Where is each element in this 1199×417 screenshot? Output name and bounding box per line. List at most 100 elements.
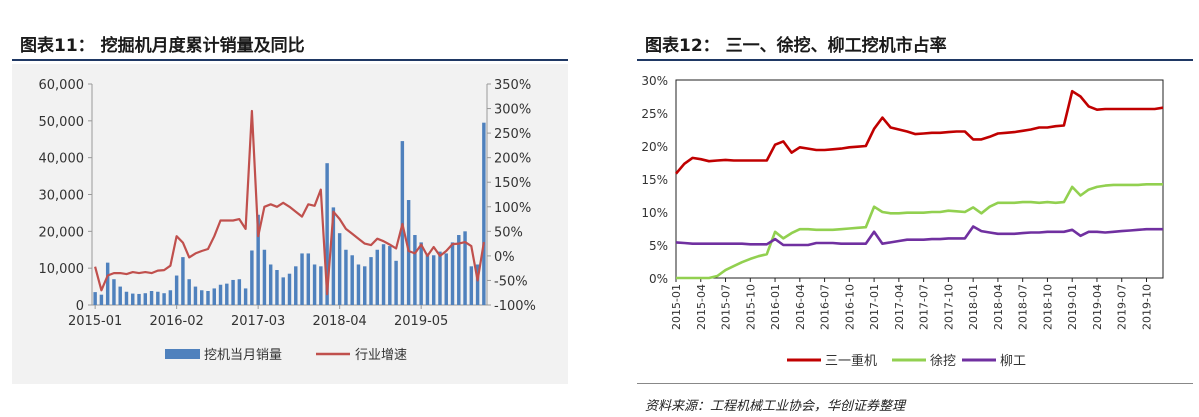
x-tick-label: 2016-10 [843, 284, 856, 330]
sales-bar [457, 235, 461, 305]
sales-bar [275, 270, 279, 305]
sales-bar [319, 266, 323, 305]
x-tick-label: 2016-07 [819, 284, 832, 330]
right-y-tick-label: 100% [494, 201, 531, 216]
sales-bar [181, 257, 185, 305]
legend-swatch-sales [165, 349, 200, 359]
right-y-tick-label: 0% [494, 250, 515, 265]
sales-bar [231, 279, 235, 305]
sales-bar [206, 291, 210, 305]
xcmg-share-line [676, 183, 1163, 280]
right-y-tick-label: 150% [494, 176, 531, 191]
x-tick-label: 2015-07 [720, 284, 733, 330]
sales-bar [375, 249, 380, 305]
sales-bar [162, 293, 166, 305]
left-title-rule [12, 59, 568, 61]
sales-bar [174, 275, 179, 305]
x-tick-label: 2019-04 [1091, 284, 1104, 330]
left-y-tick-label: 40,000 [39, 152, 85, 167]
x-tick-label: 2016-01 [769, 284, 782, 330]
x-tick-label: 2018-10 [1041, 284, 1054, 330]
source-note: 资料来源：工程机械工业协会，华创证券整理 [645, 399, 906, 414]
y-tick-label: 15% [641, 173, 668, 187]
sales-bar [193, 286, 198, 305]
right-y-tick-label: 200% [494, 152, 531, 167]
sales-bar [294, 266, 298, 305]
growth-line [94, 109, 485, 296]
legend-liugong-label: 柳工 [1000, 354, 1026, 369]
left-y-tick-label: 60,000 [39, 78, 85, 93]
sales-bar [268, 264, 273, 305]
right-y-tick-label: 250% [494, 127, 531, 142]
right-y-tick-label: -100% [494, 299, 536, 314]
right-chart-title: 图表12： 三一、徐挖、柳工挖机市占率 [645, 36, 947, 56]
x-tick-label: 2019-05 [394, 314, 448, 329]
sales-bar [243, 288, 248, 305]
left-y-tick-label: 30,000 [39, 189, 85, 204]
plot-frame [675, 79, 1164, 279]
sales-bar [118, 286, 122, 305]
x-tick-label: 2017-03 [231, 314, 285, 329]
x-tick-label: 2017-01 [868, 284, 881, 330]
x-tick-label: 2016-04 [794, 284, 807, 330]
sales-bar [475, 264, 480, 305]
sales-bar [137, 293, 141, 305]
x-tick-label: 2018-01 [967, 284, 980, 330]
liugong-share-line [675, 225, 1163, 247]
sales-bar [131, 293, 135, 305]
x-tick-label: 2019-07 [1116, 284, 1129, 330]
sales-bar [312, 264, 317, 305]
y-tick-label: 5% [649, 239, 668, 253]
sales-bar [356, 264, 361, 305]
sales-bar [300, 253, 304, 305]
x-tick-label: 2015-10 [744, 284, 757, 330]
sales-bar [93, 292, 97, 305]
right-y-tick-label: -50% [494, 274, 528, 289]
sales-bar [369, 257, 373, 305]
sales-bar [469, 266, 474, 305]
legend-label-growth: 行业增速 [355, 348, 407, 363]
sales-bar [124, 291, 129, 305]
sales-bar [237, 279, 242, 305]
sales-bar [99, 294, 104, 305]
x-tick-label: 2018-04 [312, 314, 366, 329]
left-y-tick-label: 10,000 [39, 262, 85, 277]
sales-bar [281, 277, 285, 305]
y-tick-label: 10% [641, 206, 668, 220]
sales-bar [406, 200, 411, 305]
x-tick-label: 2018-04 [992, 284, 1005, 330]
sales-bar [363, 266, 367, 305]
sales-bar [463, 231, 467, 305]
y-tick-label: 20% [641, 140, 668, 154]
right-title-rule [637, 59, 1193, 61]
y-tick-label: 0% [649, 272, 668, 286]
sales-bar [425, 253, 430, 305]
sales-bar [381, 244, 386, 305]
right-y-tick-label: 350% [494, 78, 531, 93]
sales-bar [325, 163, 329, 305]
x-tick-label: 2015-04 [695, 284, 708, 330]
sany-share-line [675, 89, 1164, 175]
x-tick-label: 2017-07 [918, 284, 931, 330]
sales-bar [438, 251, 442, 305]
left-y-tick-label: 20,000 [39, 225, 85, 240]
left-y-tick-label: 0 [76, 299, 84, 314]
x-tick-label: 2017-04 [893, 284, 906, 330]
sales-bar [431, 255, 436, 305]
sales-bar [262, 249, 267, 305]
sales-bar [143, 293, 148, 305]
y-tick-label: 30% [641, 74, 668, 88]
sales-bar [168, 290, 173, 305]
sales-bar [250, 250, 254, 305]
sales-bar [444, 253, 448, 305]
legend-label-sales: 挖机当月销量 [204, 348, 282, 363]
left-chart: 0 10,000 20,000 30,000 40,000 50,000 60,000 -10… [39, 78, 536, 363]
x-tick-label: 2017-10 [942, 284, 955, 330]
sales-bar [306, 253, 311, 305]
sales-bar [337, 233, 342, 305]
legend-sany-label: 三一重机 [825, 353, 877, 369]
sales-bar [149, 291, 154, 305]
left-chart-panel [12, 64, 568, 384]
sales-bar [199, 290, 204, 305]
x-tick-label: 2015-01 [68, 314, 122, 329]
